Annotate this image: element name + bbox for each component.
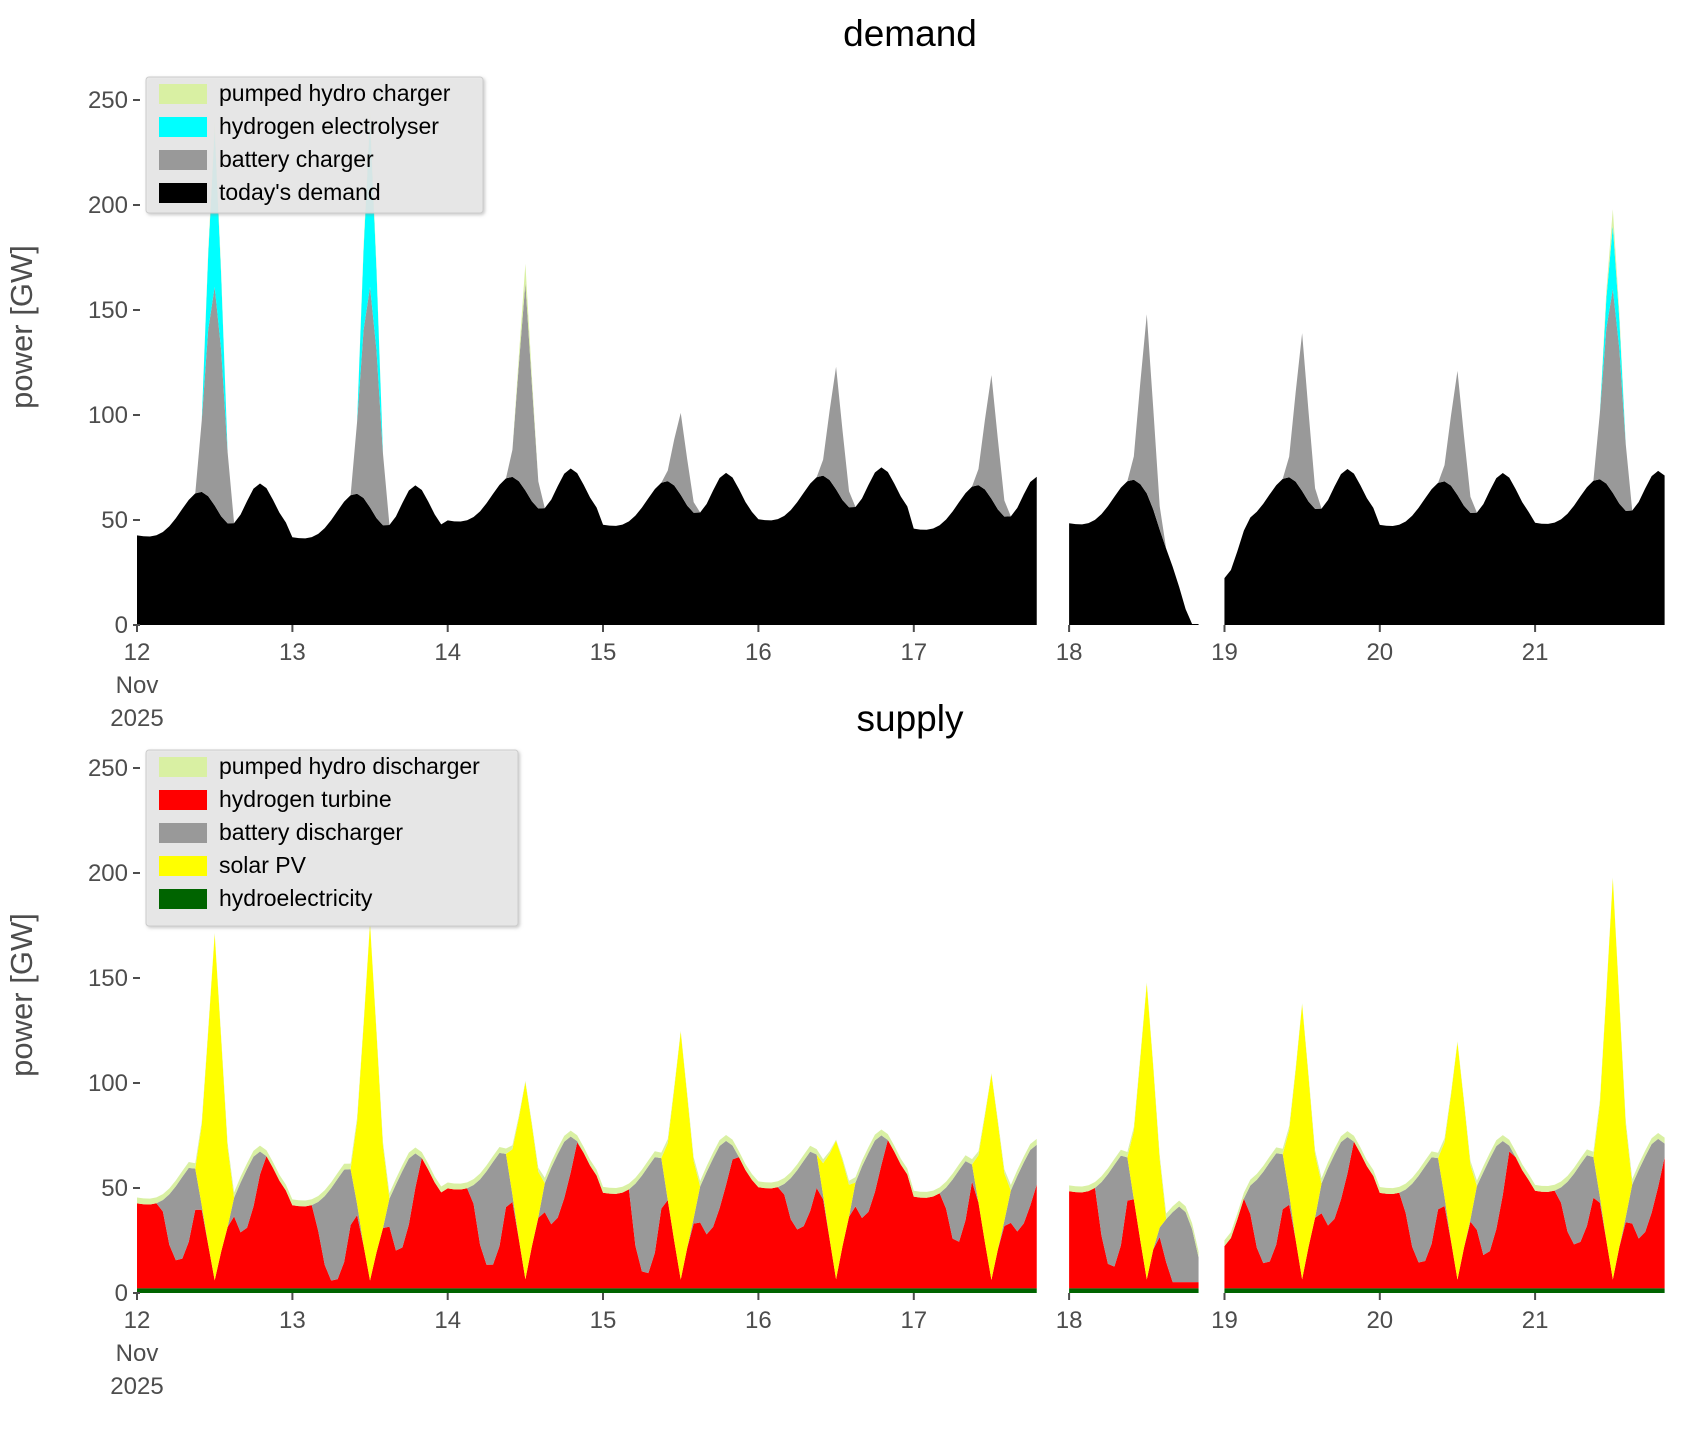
svg-text:0: 0 (115, 612, 128, 639)
svg-text:12: 12 (124, 639, 151, 666)
svg-text:19: 19 (1211, 639, 1238, 666)
svg-text:today's demand: today's demand (219, 179, 381, 205)
svg-text:200: 200 (88, 192, 128, 219)
svg-text:50: 50 (101, 507, 128, 534)
svg-text:2025: 2025 (110, 1373, 163, 1400)
svg-text:14: 14 (434, 1307, 461, 1334)
svg-text:hydroelectricity: hydroelectricity (219, 885, 373, 911)
svg-text:16: 16 (745, 639, 772, 666)
svg-text:100: 100 (88, 1070, 128, 1097)
svg-text:Nov: Nov (116, 672, 159, 699)
svg-text:Nov: Nov (116, 1340, 159, 1367)
svg-text:20: 20 (1366, 1307, 1393, 1334)
svg-text:pumped hydro charger: pumped hydro charger (219, 80, 451, 106)
svg-text:21: 21 (1522, 639, 1549, 666)
svg-text:hydrogen turbine: hydrogen turbine (219, 786, 392, 812)
svg-text:2025: 2025 (110, 705, 163, 732)
svg-text:150: 150 (88, 297, 128, 324)
svg-text:battery charger: battery charger (219, 146, 374, 172)
svg-text:15: 15 (590, 1307, 617, 1334)
svg-text:18: 18 (1056, 1307, 1083, 1334)
svg-text:battery discharger: battery discharger (219, 819, 403, 845)
svg-text:14: 14 (434, 639, 461, 666)
svg-text:power [GW]: power [GW] (4, 245, 39, 409)
svg-text:12: 12 (124, 1307, 151, 1334)
svg-text:16: 16 (745, 1307, 772, 1334)
svg-text:demand: demand (843, 13, 977, 54)
svg-text:power [GW]: power [GW] (4, 913, 39, 1077)
svg-text:0: 0 (115, 1280, 128, 1307)
svg-text:17: 17 (900, 639, 927, 666)
svg-text:13: 13 (279, 1307, 306, 1334)
svg-text:20: 20 (1366, 639, 1393, 666)
svg-text:100: 100 (88, 402, 128, 429)
svg-text:pumped hydro discharger: pumped hydro discharger (219, 753, 480, 779)
svg-text:hydrogen electrolyser: hydrogen electrolyser (219, 113, 439, 139)
svg-text:15: 15 (590, 639, 617, 666)
svg-text:21: 21 (1522, 1307, 1549, 1334)
svg-text:150: 150 (88, 965, 128, 992)
svg-text:13: 13 (279, 639, 306, 666)
svg-text:250: 250 (88, 755, 128, 782)
svg-text:18: 18 (1056, 639, 1083, 666)
svg-text:17: 17 (900, 1307, 927, 1334)
svg-text:250: 250 (88, 87, 128, 114)
svg-text:19: 19 (1211, 1307, 1238, 1334)
svg-text:solar PV: solar PV (219, 852, 307, 878)
svg-text:50: 50 (101, 1175, 128, 1202)
svg-text:200: 200 (88, 860, 128, 887)
svg-text:supply: supply (857, 698, 964, 739)
